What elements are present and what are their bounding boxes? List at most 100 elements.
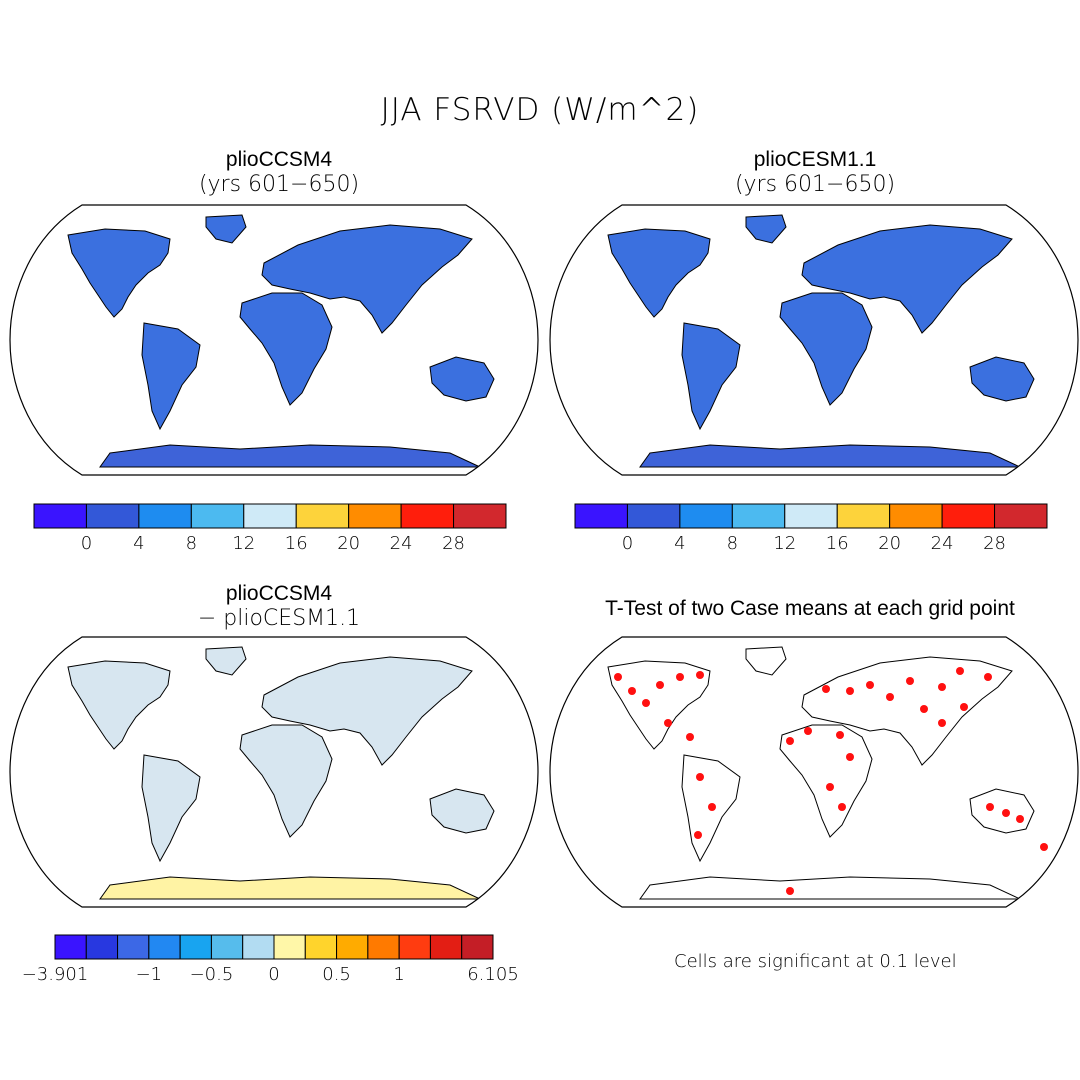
panel-2-subtitle: (yrs 601−650) [734,172,896,197]
figure-title: JJA FSRVD (W/m^2) [380,92,700,128]
colorbar-tick-label: 20 [878,533,902,554]
colorbar-tick-label: 0 [80,533,93,554]
colorbar-tick-label: 6.105 [467,964,519,985]
significant-cell [906,677,914,685]
colorbar-swatch [400,503,455,529]
colorbar-swatch [731,503,786,529]
significant-cell [838,803,846,811]
colorbar-tick-label: 28 [442,533,465,554]
continent-australia [429,788,495,834]
significant-cell [614,673,622,681]
map-ttest [549,636,1079,908]
colorbar-swatch [336,934,369,960]
map-pliocesm4 [9,204,539,476]
continent-greenland [205,214,247,244]
colorbar-swatch [190,503,245,529]
significant-cell [656,681,664,689]
colorbar-tick-label: −0.5 [189,964,234,985]
colorbar-tick-label: 1 [393,964,405,985]
map-pliocesm11 [549,204,1079,476]
colorbar-tick-label: 8 [726,533,739,554]
continent-australia [969,356,1035,402]
colorbar-tick-label: 4 [133,533,145,554]
significant-cell [938,683,946,691]
colorbar-swatch [210,934,244,960]
continent-northAmerica [67,228,171,318]
colorbar-swatch [138,503,192,529]
colorbar-swatch [994,503,1048,529]
panel-3-title: plioCCSM4 [225,582,333,605]
continent-eurasia [801,224,1013,334]
significance-note: Cells are significant at 0.1 level [674,951,957,972]
panel-4-title: T-Test of two Case means at each grid po… [605,597,1015,620]
colorbar-tick-label: 0 [268,964,280,985]
colorbar-tick-label: 0 [621,533,634,554]
continent-antarctica [99,444,481,468]
continent-northAmerica [67,660,171,750]
significant-cell [846,753,854,761]
colorbar-swatch [85,934,119,960]
continent-southAmerica [141,754,201,863]
colorbar-difference [54,934,494,960]
colorbar-swatch [461,934,494,960]
colorbar-swatch [33,503,87,529]
continent-africa [779,292,873,406]
continent-antarctica [99,876,481,900]
map-outline [9,204,539,476]
colorbar-tick-label: −3.901 [21,964,89,985]
significant-cell [786,887,794,895]
significant-cell [960,703,968,711]
colorbar-swatch [148,934,181,960]
colorbar-swatch [836,503,891,529]
continent-antarctica [639,876,1021,900]
significant-cell [1016,815,1024,823]
colorbar-tick-label: 16 [825,533,849,554]
colorbar-swatch [85,503,140,529]
significant-cell [642,699,650,707]
significant-cell [986,803,994,811]
continent-eurasia [801,656,1013,766]
significant-cell [836,731,844,739]
colorbar-tick-label: 16 [284,533,308,554]
continent-southAmerica [141,322,201,431]
colorbar-tick-label: 28 [983,533,1006,554]
colorbar-swatch [348,503,402,529]
colorbar-swatch [784,503,838,529]
colorbar-swatch [304,934,338,960]
colorbar-swatch [54,934,87,960]
colorbar-tick-label: 20 [337,533,361,554]
continent-australia [429,356,495,402]
colorbar-tick-label: −1 [135,964,163,985]
significant-cell [708,803,716,811]
colorbar-right [574,503,1048,529]
continent-eurasia [261,656,473,766]
colorbar-swatch [679,503,733,529]
significant-cell [866,681,874,689]
significant-cell [696,773,704,781]
continent-southAmerica [681,322,741,431]
significant-cell [686,733,694,741]
colorbar-swatch [889,503,943,529]
colorbar-swatch [367,934,400,960]
continent-greenland [205,646,247,676]
colorbar-tick-label: 24 [389,533,413,554]
continent-greenland [745,646,787,676]
colorbar-swatch [295,503,350,529]
colorbar-swatch [626,503,681,529]
significant-cell [822,685,830,693]
colorbar-left [33,503,507,529]
colorbar-swatch [941,503,996,529]
significant-cell [696,671,704,679]
continent-greenland [745,214,787,244]
continent-eurasia [261,224,473,334]
continent-africa [239,292,333,406]
colorbar-tick-label: 24 [930,533,954,554]
map-outline [549,636,1079,908]
panel-3-subtitle: − plioCESM1.1 [197,606,361,631]
continent-africa [239,724,333,838]
continent-antarctica [639,444,1021,468]
significant-cell [804,727,812,735]
significant-cell [664,719,672,727]
colorbar-tick-label: 12 [232,533,256,554]
map-difference [9,636,539,908]
